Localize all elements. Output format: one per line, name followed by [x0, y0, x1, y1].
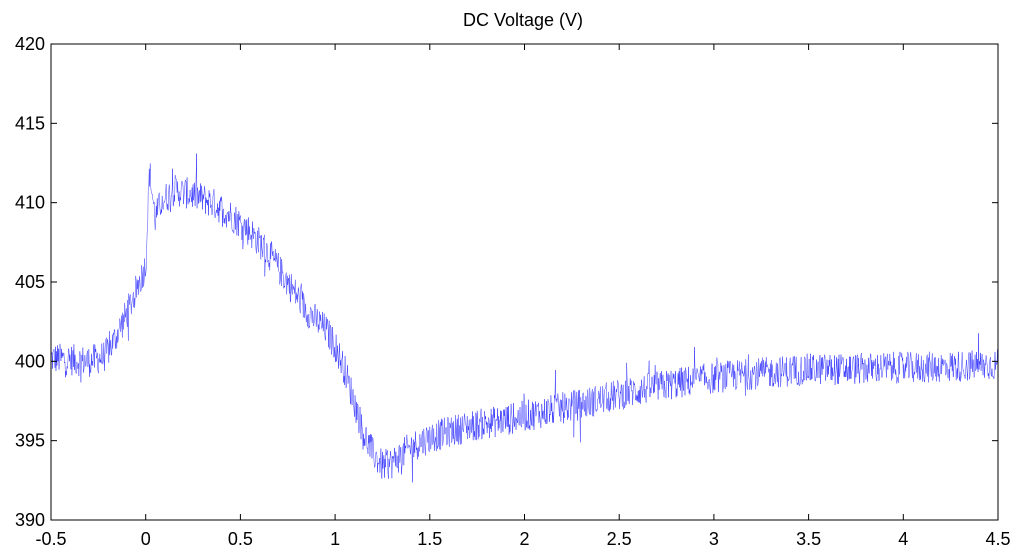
x-tick-label: 2 — [519, 529, 529, 549]
axes-box — [50, 43, 999, 521]
x-tick-label: 4 — [898, 529, 908, 549]
x-tick-label: 0.5 — [228, 529, 253, 549]
x-tick-label: 2.5 — [607, 529, 632, 549]
x-tick-label: 1 — [330, 529, 340, 549]
plot-area — [50, 153, 999, 483]
y-tick-label: 390 — [15, 510, 45, 530]
series-line — [50, 153, 999, 483]
y-tick-label: 415 — [15, 113, 45, 133]
x-tick-label: 1.5 — [417, 529, 442, 549]
x-tick-label: 0 — [141, 529, 151, 549]
y-tick-label: 395 — [15, 431, 45, 451]
x-tick-label: 3.5 — [796, 529, 821, 549]
axes: -0.5 0 0.5 1 1.5 2 2.5 3 3.5 4 4.5 390 395 400 405 410 4… — [15, 34, 1011, 549]
y-tick-label: 400 — [15, 351, 45, 371]
chart-title: DC Voltage (V) — [463, 10, 583, 30]
x-tick-label: 3 — [709, 529, 719, 549]
x-tick-label: 4.5 — [985, 529, 1010, 549]
y-tick-label: 420 — [15, 34, 45, 54]
y-tick-label: 410 — [15, 193, 45, 213]
x-tick-label: -0.5 — [35, 529, 66, 549]
y-tick-label: 405 — [15, 272, 45, 292]
